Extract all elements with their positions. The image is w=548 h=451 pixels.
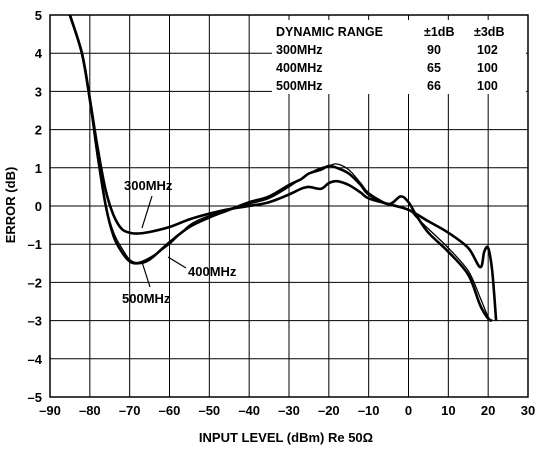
y-tick-label: 0: [35, 199, 42, 214]
x-axis-label: INPUT LEVEL (dBm) Re 50Ω: [199, 430, 373, 445]
y-tick-label: 5: [35, 8, 42, 23]
table-mask: [272, 20, 526, 94]
table-cell-3db: 100: [477, 61, 498, 75]
table-header-range: DYNAMIC RANGE: [276, 25, 383, 39]
table-row-label: 400MHz: [276, 61, 323, 75]
x-tick-label: 20: [481, 403, 495, 418]
x-tick-label: –60: [159, 403, 181, 418]
table-header-3db: ±3dB: [474, 25, 504, 39]
y-tick-label: 4: [35, 46, 43, 61]
x-tick-label: 0: [405, 403, 412, 418]
x-tick-label: –50: [198, 403, 220, 418]
table-row-label: 500MHz: [276, 79, 323, 93]
x-tick-label: –40: [238, 403, 260, 418]
x-tick-label: –80: [79, 403, 101, 418]
x-axis-ticks: –90 –80 –70 –60 –50 –40 –30 –20 –10 0 10 20 30: [39, 403, 535, 418]
y-tick-label: –4: [28, 352, 43, 367]
table-cell-1db: 66: [427, 79, 441, 93]
leader-line-500mhz: [141, 261, 151, 288]
y-axis-ticks: 5 4 3 2 1 0 –1 –2 –3 –4 –5: [28, 8, 43, 405]
leader-line-300mhz: [141, 195, 153, 229]
y-tick-label: –2: [28, 275, 42, 290]
y-tick-label: –3: [28, 314, 42, 329]
label-500mhz: 500MHz: [122, 291, 171, 306]
y-tick-label: –5: [28, 390, 42, 405]
table-cell-1db: 65: [427, 61, 441, 75]
label-400mhz: 400MHz: [188, 264, 237, 279]
x-tick-label: –20: [318, 403, 340, 418]
table-header-1db: ±1dB: [424, 25, 454, 39]
plot-frame: [49, 14, 529, 398]
series-line-300mhz: [68, 14, 498, 321]
leader-line-400mhz: [167, 256, 187, 269]
series-line-500mhz: [68, 14, 493, 322]
dynamic-range-table: DYNAMIC RANGE ±1dB ±3dB 300MHz 90 102 40…: [276, 25, 504, 93]
curve-annotations: 300MHz 400MHz 500MHz: [122, 178, 237, 306]
x-tick-label: 30: [521, 403, 535, 418]
x-tick-label: 10: [441, 403, 455, 418]
x-tick-label: –10: [358, 403, 380, 418]
y-tick-label: –1: [28, 237, 42, 252]
label-300mhz: 300MHz: [124, 178, 173, 193]
y-tick-label: 3: [35, 84, 42, 99]
y-tick-label: 2: [35, 123, 42, 138]
table-cell-3db: 102: [477, 43, 498, 57]
series-curves: [68, 14, 498, 322]
x-tick-label: –70: [119, 403, 141, 418]
x-tick-label: –90: [39, 403, 61, 418]
table-cell-3db: 100: [477, 79, 498, 93]
table-row-label: 300MHz: [276, 43, 323, 57]
y-tick-label: 1: [35, 161, 42, 176]
table-cell-1db: 90: [427, 43, 441, 57]
series-line-400mhz: [69, 14, 493, 322]
y-axis-label: ERROR (dB): [3, 167, 18, 244]
x-tick-label: –30: [278, 403, 300, 418]
